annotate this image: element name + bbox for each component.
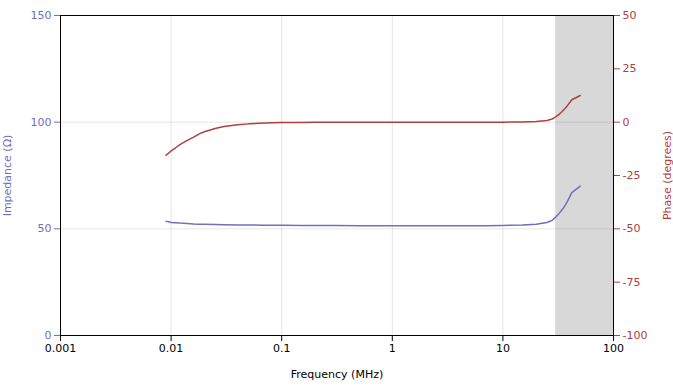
- svg-text:-50: -50: [623, 222, 641, 235]
- svg-text:0.01: 0.01: [159, 342, 184, 355]
- svg-text:50: 50: [623, 9, 637, 22]
- svg-text:100: 100: [603, 342, 624, 355]
- svg-text:Impedance (Ω): Impedance (Ω): [1, 135, 14, 217]
- svg-text:Phase (degrees): Phase (degrees): [661, 131, 673, 220]
- svg-text:-25: -25: [623, 169, 641, 182]
- svg-text:-75: -75: [623, 276, 641, 289]
- svg-text:0.1: 0.1: [273, 342, 291, 355]
- svg-text:0.001: 0.001: [45, 342, 77, 355]
- svg-text:10: 10: [496, 342, 510, 355]
- svg-text:150: 150: [31, 9, 52, 22]
- svg-text:100: 100: [31, 116, 52, 129]
- svg-text:0: 0: [45, 329, 52, 342]
- svg-text:Frequency (MHz): Frequency (MHz): [291, 368, 383, 381]
- svg-text:50: 50: [38, 222, 52, 235]
- svg-text:1: 1: [389, 342, 396, 355]
- svg-text:25: 25: [623, 62, 637, 75]
- svg-text:-100: -100: [623, 329, 648, 342]
- svg-text:0: 0: [623, 116, 630, 129]
